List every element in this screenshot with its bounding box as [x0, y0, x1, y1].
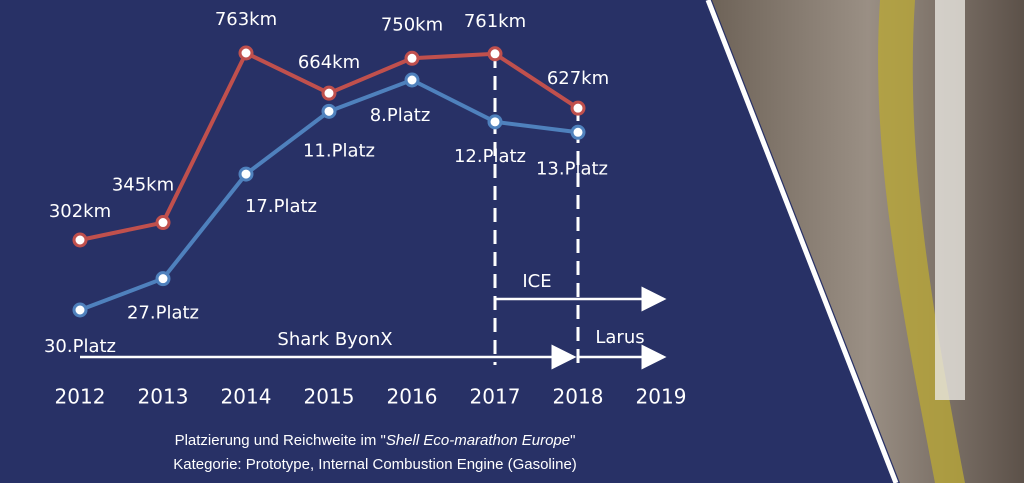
data-label: 13.Platz — [536, 158, 608, 179]
point — [72, 232, 88, 248]
separator — [705, 0, 899, 483]
point — [321, 103, 337, 119]
dividers — [493, 54, 580, 365]
point — [487, 46, 503, 62]
photo-tube — [878, 0, 965, 483]
data-label: 763km — [215, 9, 277, 30]
arrows — [80, 286, 667, 370]
point — [570, 124, 586, 140]
x-tick-label: 2019 — [636, 385, 687, 409]
x-tick-label: 2014 — [221, 385, 272, 409]
annotation: Larus — [595, 327, 644, 348]
point — [238, 166, 254, 182]
annotation: ICE — [522, 271, 551, 292]
photo-thermometer — [935, 0, 965, 400]
x-tick-label: 2013 — [138, 385, 189, 409]
x-tick-label: 2017 — [470, 385, 521, 409]
data-label: 8.Platz — [370, 105, 431, 126]
annotation: Shark ByonX — [277, 329, 392, 350]
data-label: 30.Platz — [44, 336, 116, 357]
data-label: 11.Platz — [303, 140, 375, 161]
caption-text: " — [570, 432, 575, 449]
point — [404, 50, 420, 66]
data-label: 12.Platz — [454, 146, 526, 167]
point — [238, 45, 254, 61]
point — [570, 100, 586, 116]
point — [321, 85, 337, 101]
data-label: 17.Platz — [245, 196, 317, 217]
data-label: 761km — [464, 11, 526, 32]
background — [0, 0, 893, 483]
caption-text: Shell Eco-marathon Europe — [386, 432, 570, 449]
data-label: 627km — [547, 68, 609, 89]
point — [155, 215, 171, 231]
x-tick-label: 2015 — [304, 385, 355, 409]
data-label: 345km — [112, 175, 174, 196]
point — [72, 302, 88, 318]
point — [487, 114, 503, 130]
point — [155, 271, 171, 287]
caption: Platzierung und Reichweite im "Shell Eco… — [175, 432, 576, 449]
x-tick-label: 2018 — [553, 385, 604, 409]
data-label: 664km — [298, 52, 360, 73]
data-label: 302km — [49, 201, 111, 222]
data-label: 27.Platz — [127, 303, 199, 324]
caption: Kategorie: Prototype, Internal Combustio… — [173, 456, 577, 473]
data-label: 750km — [381, 14, 443, 35]
point — [404, 72, 420, 88]
x-tick-label: 2012 — [55, 385, 106, 409]
x-tick-label: 2016 — [387, 385, 438, 409]
caption-text: Platzierung und Reichweite im " — [175, 432, 386, 449]
